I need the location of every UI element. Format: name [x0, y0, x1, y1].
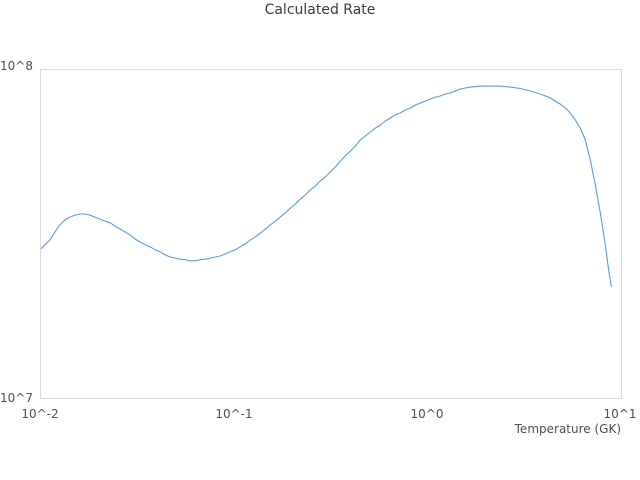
- y-tick-label-1e8: 10^8: [0, 59, 33, 73]
- x-tick-label-1e1: 10^1: [603, 407, 637, 421]
- y-tick-label-1e7: 10^7: [0, 391, 33, 405]
- x-tick-label-1e-1: 10^-1: [215, 407, 253, 421]
- rate-curve-line: [41, 85, 612, 287]
- chart-title: Calculated Rate: [264, 2, 376, 18]
- x-axis-title: Temperature (GK): [514, 422, 621, 436]
- rate-curve-plot: [41, 85, 612, 287]
- x-tick-label-1e-2: 10^-2: [21, 407, 59, 421]
- x-tick-label-1e0: 10^0: [410, 407, 444, 421]
- plot-area: [40, 69, 622, 399]
